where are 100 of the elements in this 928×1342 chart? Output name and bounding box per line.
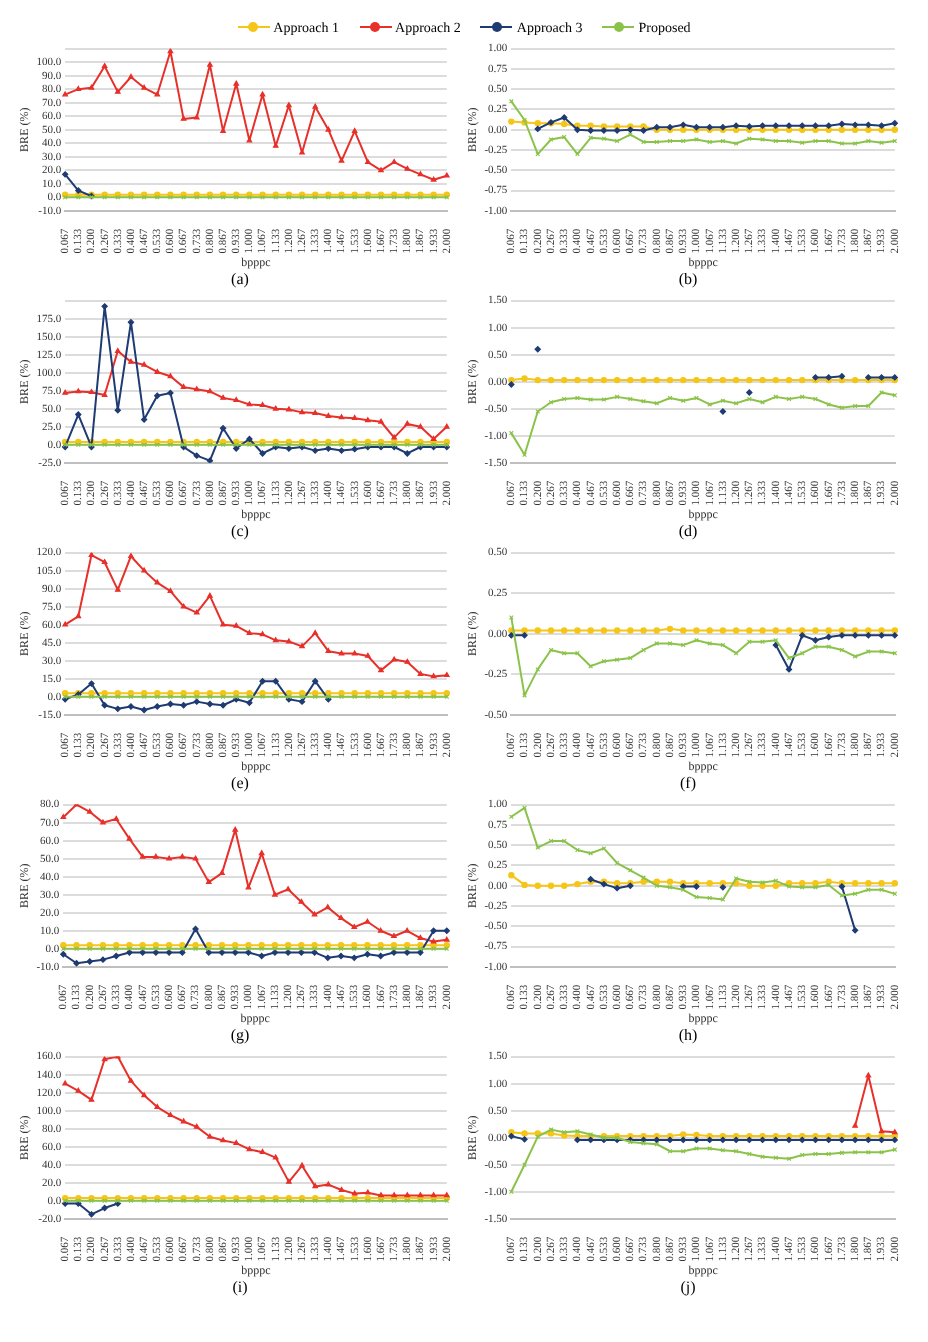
text: (i) [232, 1278, 248, 1296]
point [746, 1151, 752, 1157]
point [707, 139, 713, 145]
point [535, 845, 541, 851]
point [561, 838, 567, 844]
point [746, 389, 753, 396]
point [351, 954, 358, 962]
point [851, 121, 859, 129]
point [613, 884, 621, 892]
point [574, 847, 580, 853]
point [891, 120, 898, 127]
point [627, 655, 633, 661]
point [851, 632, 859, 639]
point [101, 702, 108, 709]
point [891, 632, 898, 639]
point [154, 392, 161, 399]
point [193, 698, 200, 705]
point [206, 457, 214, 463]
point [154, 703, 161, 710]
point [680, 121, 687, 129]
point [680, 642, 686, 648]
point [865, 403, 871, 409]
point [601, 136, 607, 142]
point [364, 951, 371, 958]
point [865, 887, 871, 893]
point [192, 925, 199, 933]
point [351, 445, 358, 453]
point [852, 1149, 858, 1155]
point [312, 447, 319, 454]
point [101, 303, 108, 310]
point [114, 407, 121, 414]
point [167, 389, 174, 397]
point [826, 138, 832, 144]
point [785, 666, 793, 673]
point [746, 639, 752, 645]
point [812, 637, 819, 644]
point [825, 633, 832, 641]
point [826, 1151, 832, 1157]
point [838, 120, 846, 128]
point [667, 884, 673, 890]
point [113, 952, 120, 960]
point [614, 657, 620, 663]
point [707, 895, 713, 901]
point [219, 702, 227, 709]
point [259, 450, 266, 457]
point [879, 140, 885, 146]
text: (j) [680, 1278, 696, 1296]
point [312, 678, 319, 685]
point [298, 698, 306, 705]
point [865, 632, 872, 639]
point [534, 346, 541, 353]
point [75, 411, 82, 418]
text: (b) [678, 270, 698, 288]
point [588, 135, 594, 141]
text: (e) [231, 774, 249, 792]
point [693, 1136, 700, 1144]
point [272, 678, 279, 685]
point [680, 1136, 687, 1144]
text: (c) [231, 522, 249, 540]
point [851, 927, 859, 934]
point [587, 127, 594, 134]
point [246, 699, 253, 707]
point [719, 408, 727, 415]
point [838, 632, 846, 639]
point [206, 700, 214, 708]
point [772, 641, 779, 649]
point [127, 319, 135, 326]
point [746, 396, 752, 402]
point [878, 632, 885, 639]
point [127, 703, 135, 710]
point [561, 396, 567, 402]
point [258, 952, 265, 960]
point [180, 702, 187, 709]
point [521, 632, 528, 639]
point [799, 1152, 805, 1158]
point [535, 151, 541, 157]
point [167, 700, 174, 708]
point [86, 958, 93, 965]
point [733, 875, 739, 881]
point [404, 450, 411, 457]
point [588, 850, 594, 856]
point [324, 954, 331, 962]
point [720, 398, 726, 404]
point [680, 138, 686, 144]
point [574, 650, 580, 656]
point [865, 649, 871, 655]
point [601, 658, 607, 664]
point [839, 405, 845, 411]
point [114, 705, 121, 713]
point [508, 632, 515, 639]
point [799, 632, 806, 639]
text: (g) [230, 1026, 250, 1044]
point [667, 1148, 673, 1154]
point [786, 1156, 792, 1162]
point [865, 121, 872, 129]
point [680, 398, 686, 404]
point [627, 132, 633, 138]
point [879, 1149, 885, 1155]
point [733, 1148, 739, 1154]
point [574, 151, 580, 157]
